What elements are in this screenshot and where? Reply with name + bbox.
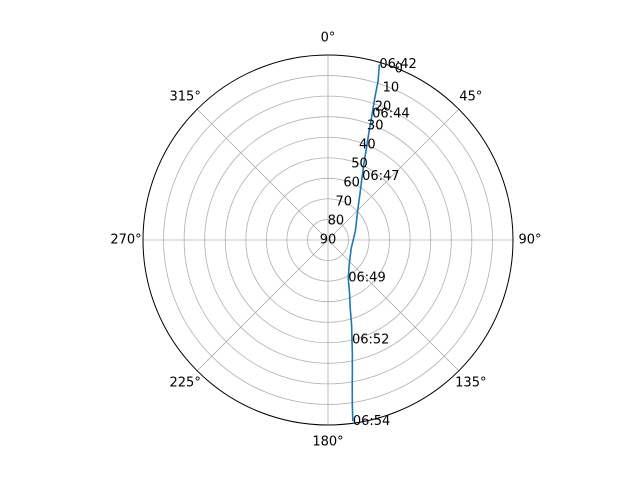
angle-tick-label-180: 180° — [312, 435, 343, 450]
outer-spine — [142, 54, 514, 426]
angle-tick-label-90: 90° — [518, 233, 541, 248]
angle-tick-label-225: 225° — [170, 375, 201, 390]
angle-tick-label-135: 135° — [455, 375, 486, 390]
angle-tick-label-315: 315° — [170, 90, 201, 105]
radial-tick-label-80: 80 — [328, 214, 345, 229]
angle-tick-label-270: 270° — [110, 233, 141, 248]
grid-spoke-225 — [196, 239, 329, 372]
time-annotation-2: 06:47 — [362, 169, 399, 184]
time-annotation-0: 06:42 — [379, 57, 416, 72]
radial-tick-label-60: 60 — [343, 176, 360, 191]
grid-spoke-135 — [327, 239, 460, 372]
time-annotation-3: 06:49 — [348, 271, 385, 286]
radial-tick-label-40: 40 — [359, 138, 376, 153]
series-layer — [347, 64, 381, 422]
angle-tick-label-45: 45° — [459, 90, 482, 105]
annotations: 06:42 06:44 06:47 06:49 06:52 06:54 — [348, 57, 417, 429]
time-annotation-1: 06:44 — [372, 106, 409, 121]
time-annotation-4: 06:52 — [352, 332, 389, 347]
radial-tick-label-0: 0 — [395, 62, 403, 77]
time-annotation-5: 06:54 — [353, 414, 390, 429]
radial-tick-label-20: 20 — [375, 100, 392, 115]
polar-spine — [142, 54, 514, 426]
radial-tick-label-70: 70 — [335, 195, 352, 210]
series-line-0 — [347, 64, 381, 422]
radial-tick-label-50: 50 — [351, 157, 368, 172]
grid-spoke-45 — [327, 108, 460, 241]
radial-tick-label-90: 90 — [320, 233, 337, 248]
tick-labels: 0° 45° 90° 135° 180° 225° 270° 315° 0 10 20 30 40 50 6… — [110, 31, 541, 450]
grid-spoke-315 — [196, 108, 329, 241]
angle-tick-label-0: 0° — [321, 31, 336, 46]
radial-tick-label-30: 30 — [367, 119, 384, 134]
radial-tick-label-10: 10 — [383, 81, 400, 96]
